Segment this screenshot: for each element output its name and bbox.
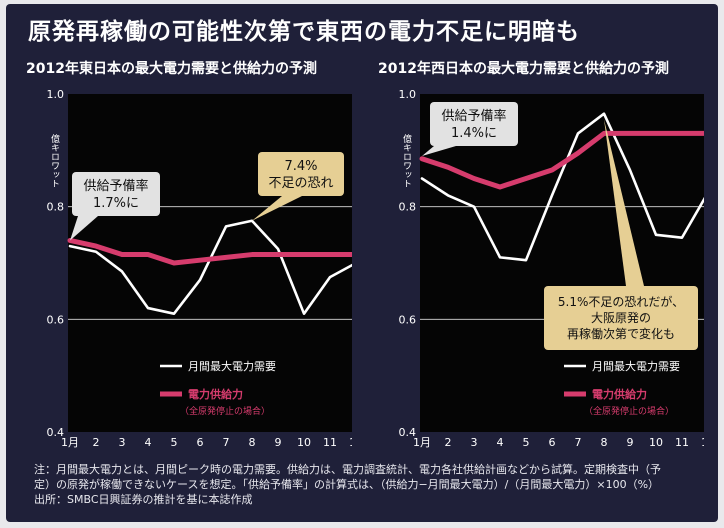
source-line: 出所：SMBC日興証券の推計を基に本誌作成 — [34, 493, 253, 506]
footnote-line: 注：月間最大電力とは、月間ピーク時の電力需要。供給力は、電力調査統計、電力各社供… — [34, 463, 661, 476]
x-tick-label: 10 — [649, 436, 663, 449]
x-tick-label: 3 — [119, 436, 126, 449]
callout-box — [72, 172, 160, 216]
west-japan-panel: 2012年西日本の最大電力需要と供給力の予測 0.4 0.6 0.8 1.0 億キロワッ… — [364, 58, 704, 460]
callout-text: 不足の恐れ — [268, 176, 333, 191]
callout-pointer — [604, 119, 644, 286]
plot-area — [68, 94, 352, 432]
x-tick-label: 4 — [145, 436, 152, 449]
y-tick-label: 0.4 — [47, 426, 65, 439]
x-tick-label: 7 — [575, 436, 582, 449]
callout-text: 1.7%に — [93, 196, 139, 211]
x-tick-label: 8 — [249, 436, 256, 449]
supply-series-line — [67, 237, 352, 266]
callout-text: 再稼働次第で変化も — [567, 326, 675, 341]
figure-title: 原発再稼働の可能性次第で東西の電力不足に明暗も — [28, 18, 580, 45]
x-tick-label: 4 — [497, 436, 504, 449]
figure-card: 原発再稼働の可能性次第で東西の電力不足に明暗も 2012年東日本の最大電力需要と… — [6, 4, 718, 522]
callout-text: 大阪原発の — [591, 311, 651, 325]
x-tick-label: 2 — [445, 436, 452, 449]
y-tick-label: 0.6 — [47, 313, 65, 326]
callout-text: 供給予備率 — [83, 178, 148, 194]
east-japan-panel: 2012年東日本の最大電力需要と供給力の予測 0.4 0.6 0.8 1.0 億キロワッ… — [12, 58, 352, 460]
legend-label-demand: 月間最大電力需要 — [592, 359, 680, 373]
x-tick-label: 6 — [197, 436, 204, 449]
x-tick-label: 2 — [93, 436, 100, 449]
footnote-line: 定）の原発が稼働できないケースを想定。「供給予備率」の計算式は、（供給力−月間最… — [34, 478, 660, 491]
callout-text: 7.4% — [284, 159, 317, 174]
callout-pointer — [70, 216, 98, 241]
x-tick-label: 5 — [523, 436, 530, 449]
x-tick-label: 9 — [275, 436, 282, 449]
y-tick-label: 0.4 — [399, 426, 417, 439]
x-tick-label: 1月 — [413, 436, 431, 449]
east-chart: 0.4 0.6 0.8 1.0 億キロワット 1月 2 3 4 5 6 7 8 9 10 11 12 月間最大電力… — [47, 88, 352, 449]
x-tick-label: 10 — [297, 436, 311, 449]
y-tick-label: 0.8 — [399, 201, 417, 214]
legend-label-demand: 月間最大電力需要 — [188, 359, 276, 373]
x-tick-label: 12 — [349, 436, 352, 449]
y-unit-label: 億キロワット — [401, 133, 412, 188]
west-chart: 0.4 0.6 0.8 1.0 億キロワット 1月 2 3 4 5 6 7 8 9 10 11 12 月間最大電力… — [399, 88, 704, 449]
demand-series-line — [68, 219, 352, 315]
x-tick-label: 8 — [601, 436, 608, 449]
y-tick-label: 0.8 — [47, 201, 65, 214]
x-tick-label: 3 — [471, 436, 478, 449]
east-chart-title: 2012年東日本の最大電力需要と供給力の予測 — [26, 61, 317, 77]
plot-area — [420, 94, 704, 432]
x-tick-label: 11 — [675, 436, 689, 449]
west-chart-title: 2012年西日本の最大電力需要と供給力の予測 — [378, 61, 669, 77]
callout-box — [430, 102, 518, 146]
footnote: 注：月間最大電力とは、月間ピーク時の電力需要。供給力は、電力調査統計、電力各社供… — [34, 462, 710, 507]
callout-text: 5.1%不足の恐れだが、 — [558, 294, 684, 309]
callout-box — [544, 286, 698, 350]
callout-text: 1.4%に — [451, 126, 497, 141]
y-tick-label: 1.0 — [47, 88, 65, 101]
supply-series-line — [419, 130, 704, 190]
legend-label-supply-note: （全原発停止の場合） — [584, 405, 674, 417]
callout-pointer — [252, 196, 302, 221]
y-tick-label: 1.0 — [399, 88, 417, 101]
x-tick-label: 6 — [549, 436, 556, 449]
y-tick-label: 0.6 — [399, 313, 417, 326]
x-tick-label: 5 — [171, 436, 178, 449]
x-tick-label: 12 — [701, 436, 704, 449]
x-tick-label: 7 — [223, 436, 230, 449]
x-tick-label: 11 — [323, 436, 337, 449]
x-tick-label: 1月 — [61, 436, 79, 449]
legend-label-supply: 電力供給力 — [592, 387, 647, 401]
callout-box — [258, 152, 344, 196]
callout-text: 供給予備率 — [441, 108, 506, 124]
x-tick-label: 9 — [627, 436, 634, 449]
legend-label-supply: 電力供給力 — [188, 387, 243, 401]
legend-label-supply-note: （全原発停止の場合） — [180, 405, 270, 417]
y-unit-label: 億キロワット — [49, 133, 60, 188]
